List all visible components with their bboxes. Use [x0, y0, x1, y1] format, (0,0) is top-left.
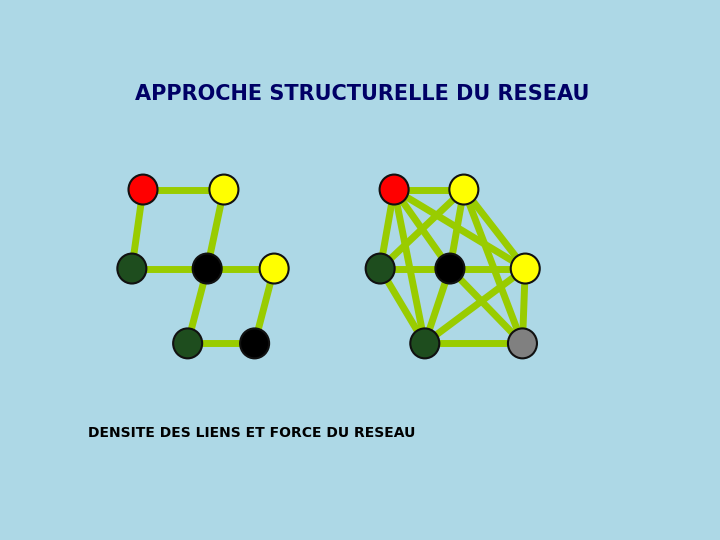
Ellipse shape — [410, 328, 439, 359]
Ellipse shape — [379, 174, 409, 205]
Ellipse shape — [128, 174, 158, 205]
Ellipse shape — [173, 328, 202, 359]
Ellipse shape — [260, 254, 289, 284]
Ellipse shape — [240, 328, 269, 359]
Text: APPROCHE STRUCTURELLE DU RESEAU: APPROCHE STRUCTURELLE DU RESEAU — [135, 84, 589, 104]
Ellipse shape — [508, 328, 537, 359]
Ellipse shape — [117, 254, 146, 284]
Ellipse shape — [210, 174, 238, 205]
Ellipse shape — [436, 254, 464, 284]
Ellipse shape — [449, 174, 478, 205]
Text: DENSITE DES LIENS ET FORCE DU RESEAU: DENSITE DES LIENS ET FORCE DU RESEAU — [88, 426, 415, 440]
Ellipse shape — [366, 254, 395, 284]
Ellipse shape — [193, 254, 222, 284]
Ellipse shape — [510, 254, 540, 284]
